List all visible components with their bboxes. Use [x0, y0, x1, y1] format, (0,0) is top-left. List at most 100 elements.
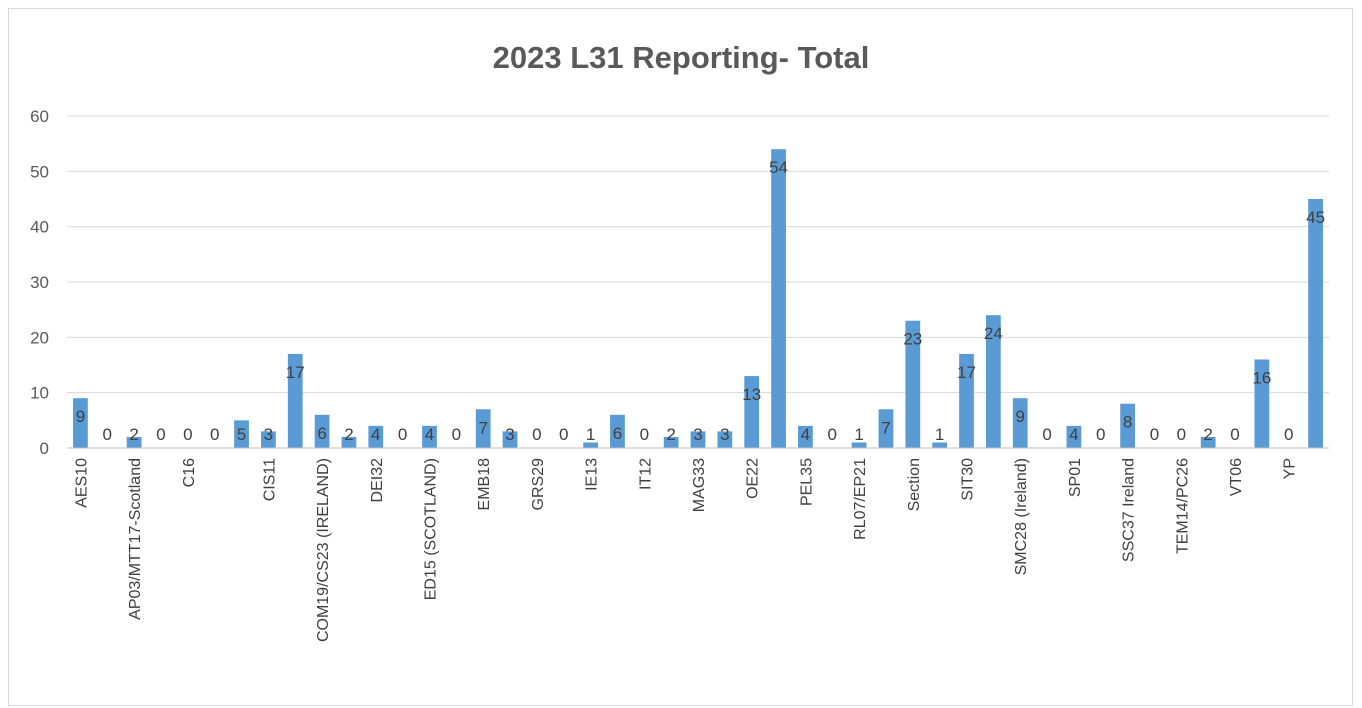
bar — [690, 431, 706, 448]
bar — [1254, 359, 1270, 448]
data-label: 9 — [76, 407, 85, 426]
chart-area: 2023 L31 Reporting- Total 0 10 20 30 40 50 60 … — [8, 8, 1353, 706]
data-label: 0 — [1042, 425, 1051, 444]
x-tick-label: COM19/CS23 (IRELAND) — [315, 458, 332, 642]
x-tick-label: EMB18 — [476, 458, 493, 511]
data-label: 9 — [1015, 407, 1024, 426]
bar — [73, 398, 88, 448]
bar — [932, 442, 948, 448]
data-label: 3 — [264, 425, 273, 444]
bar — [314, 414, 330, 448]
data-label: 4 — [801, 425, 810, 444]
x-tick-label: SSC37 Ireland — [1121, 458, 1138, 562]
y-tick-label: 0 — [40, 439, 49, 458]
x-tick-label: TEM14/PC26 — [1174, 458, 1191, 554]
bar — [878, 409, 894, 448]
x-tick-label: AES10 — [73, 458, 90, 508]
data-label: 0 — [452, 425, 461, 444]
data-label: 8 — [1123, 413, 1132, 432]
data-label: 2 — [1203, 425, 1212, 444]
gridlines — [67, 115, 1329, 394]
data-label: 23 — [903, 330, 922, 349]
bar — [126, 436, 142, 448]
data-label: 17 — [957, 363, 976, 382]
y-tick-label: 40 — [30, 218, 49, 237]
x-tick-label: SP01 — [1067, 458, 1084, 497]
data-label: 4 — [425, 425, 434, 444]
data-label: 4 — [371, 425, 380, 444]
bar — [771, 149, 786, 448]
data-label: 0 — [1230, 425, 1239, 444]
bar — [368, 425, 384, 448]
bars — [73, 149, 1323, 448]
bar — [663, 436, 679, 448]
data-label: 0 — [1284, 425, 1293, 444]
data-label: 13 — [742, 385, 761, 404]
bar-chart: 2023 L31 Reporting- Total 0102030405060 … — [30, 40, 1329, 642]
y-tick-label: 50 — [30, 162, 49, 181]
data-label: 45 — [1306, 208, 1325, 227]
data-label: 0 — [1150, 425, 1159, 444]
x-tick-label: CIS11 — [261, 458, 278, 501]
x-tick-label: DEI32 — [369, 458, 386, 503]
data-label: 4 — [1069, 425, 1078, 444]
x-tick-label: VT06 — [1228, 458, 1245, 496]
x-tick-label: SMC28 (Ireland) — [1013, 458, 1030, 575]
x-tick-label: OE22 — [745, 458, 762, 499]
bar — [287, 353, 303, 448]
bar — [234, 420, 249, 448]
data-label: 3 — [720, 425, 729, 444]
data-label: 1 — [854, 425, 863, 444]
bar — [1200, 436, 1216, 448]
x-tick-label: SIT30 — [960, 458, 977, 501]
bar — [905, 320, 921, 448]
bar — [851, 442, 867, 448]
bar — [1308, 199, 1323, 448]
bar — [1066, 425, 1082, 448]
bar — [583, 442, 598, 448]
data-label: 2 — [129, 425, 138, 444]
bar — [1012, 398, 1028, 448]
chart-title: 2023 L31 Reporting- Total — [493, 40, 870, 75]
bar — [985, 315, 1001, 448]
data-label: 6 — [613, 424, 622, 443]
x-tick-label: MAG33 — [691, 458, 708, 512]
y-tick-label: 60 — [30, 107, 49, 126]
y-tick-label: 30 — [30, 273, 49, 292]
x-tick-label: Section — [906, 458, 923, 511]
data-label: 0 — [103, 425, 112, 444]
x-tick-label: RL07/EP21 — [852, 458, 869, 540]
data-label: 5 — [237, 425, 246, 444]
bar — [717, 431, 733, 448]
data-label: 0 — [398, 425, 407, 444]
x-tick-label: YP — [1282, 458, 1299, 479]
bar — [744, 376, 760, 448]
x-axis-tick-labels: AES10 AP03/MTT17-Scotland C16 CIS11 COM19/CS… — [73, 458, 1298, 642]
data-label: 0 — [640, 425, 649, 444]
data-label: 0 — [559, 425, 568, 444]
data-label: 2 — [666, 425, 675, 444]
y-tick-label: 20 — [30, 328, 49, 347]
data-label: 0 — [156, 425, 165, 444]
data-label: 54 — [769, 158, 788, 177]
x-tick-label: C16 — [181, 458, 198, 487]
bar — [422, 425, 437, 448]
bar — [959, 353, 974, 448]
bar — [1120, 403, 1136, 448]
y-tick-label: 10 — [30, 384, 49, 403]
data-label: 0 — [1177, 425, 1186, 444]
data-label: 0 — [1096, 425, 1105, 444]
x-tick-label: GRS29 — [530, 458, 547, 511]
data-label: 17 — [286, 363, 305, 382]
data-label: 1 — [586, 425, 595, 444]
data-label: 0 — [210, 425, 219, 444]
x-tick-label: ED15 (SCOTLAND) — [422, 458, 439, 600]
x-tick-label: IE13 — [584, 458, 601, 491]
data-label: 0 — [532, 425, 541, 444]
data-label: 3 — [693, 425, 702, 444]
bar — [610, 414, 625, 448]
data-label: 6 — [317, 424, 326, 443]
y-axis-tick-labels: 0 10 20 30 40 50 60 — [30, 107, 49, 458]
bar — [341, 436, 357, 448]
